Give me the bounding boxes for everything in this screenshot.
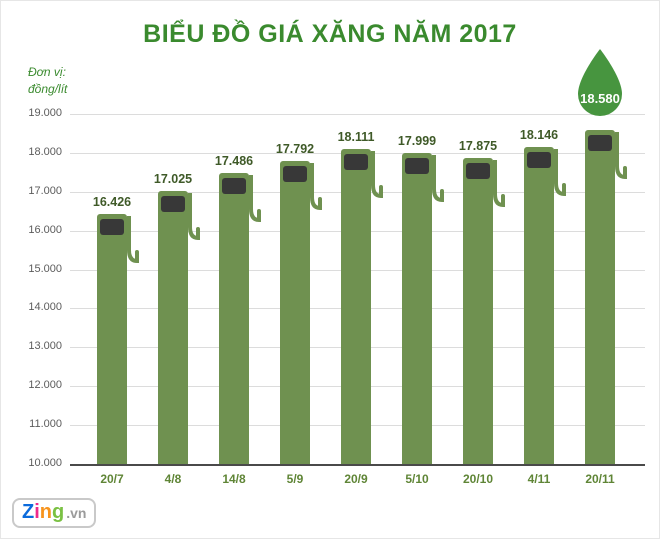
bar: [158, 190, 188, 464]
x-tick-label: 4/11: [527, 472, 551, 486]
x-tick-label: 14/8: [222, 472, 246, 486]
y-tick-label: 18.000: [28, 145, 62, 158]
y-tick-label: 19.000: [28, 107, 62, 119]
bar-value-label: 17.025: [153, 171, 193, 186]
x-tick-label: 20/11: [585, 472, 615, 486]
logo-suffix: .vn: [66, 505, 87, 521]
pump-nozzle-icon: [552, 147, 568, 201]
x-tick-label: 20/9: [344, 472, 368, 486]
pump-nozzle-icon: [613, 130, 629, 184]
bar: [402, 152, 432, 464]
logo-letter-z: Z: [22, 501, 35, 523]
zing-logo: Z i n g .vn: [12, 498, 97, 528]
x-tick-label: 4/8: [164, 472, 182, 486]
pump-screen: [344, 153, 368, 170]
pump-screen: [283, 165, 307, 182]
bar: [585, 130, 615, 464]
zing-logo-box: Z i n g .vn: [12, 498, 97, 528]
bar: [219, 172, 249, 464]
y-tick-label: 14.000: [28, 301, 62, 314]
pump-screen: [222, 177, 246, 194]
bar: [463, 157, 493, 464]
pump-screen: [161, 195, 185, 212]
logo-letter-g: g: [52, 501, 65, 523]
bar: [280, 160, 310, 464]
pump-nozzle-icon: [186, 190, 202, 245]
bar-value-label: 18.146: [519, 128, 559, 143]
pump-screen: [466, 162, 490, 179]
pump-nozzle-icon: [308, 160, 324, 215]
droplet-value-label: 18.580: [580, 91, 620, 106]
pump-nozzle-icon: [430, 152, 446, 207]
y-tick-label: 17.000: [28, 184, 62, 197]
unit-line2: đồng/lít: [28, 81, 68, 96]
chart-title: BIỂU ĐỒ GIÁ XĂNG NĂM 2017: [143, 20, 517, 48]
x-tick-label: 5/10: [405, 472, 429, 486]
logo-letter-i: i: [34, 501, 40, 523]
x-axis-line: [70, 464, 645, 466]
bar: [97, 214, 127, 464]
bar-value-label: 17.486: [214, 153, 254, 168]
y-tick-label: 13.000: [28, 340, 62, 353]
bar-value-label: 17.875: [458, 138, 498, 153]
x-tick-label: 20/7: [100, 472, 124, 486]
unit-label: Đơn vị: đồng/lít: [28, 64, 67, 98]
y-tick-label: 16.000: [28, 223, 62, 236]
pump-nozzle-icon: [125, 214, 141, 268]
pump-screen: [405, 157, 429, 174]
x-tick-label: 20/10: [462, 472, 494, 486]
bar-value-label: 16.426: [92, 195, 132, 210]
pump-screen: [527, 152, 551, 169]
y-tick-label: 10.000: [28, 457, 62, 469]
bar: [524, 147, 554, 464]
pump-nozzle-icon: [369, 148, 385, 203]
unit-line1: Đơn vị:: [28, 65, 66, 79]
pump-nozzle-icon: [247, 172, 263, 227]
y-tick-label: 15.000: [28, 262, 62, 275]
x-tick-label: 5/9: [286, 472, 304, 486]
gridline: [70, 114, 645, 115]
bar-value-label: 17.999: [397, 133, 437, 148]
pump-screen: [100, 219, 124, 236]
y-tick-label: 11.000: [29, 418, 62, 431]
droplet-callout: 18.580: [578, 49, 622, 116]
pump-nozzle-icon: [491, 157, 507, 212]
bar: [341, 148, 371, 464]
y-tick-label: 12.000: [28, 379, 62, 392]
pump-screen: [588, 135, 612, 152]
logo-letter-n: n: [39, 501, 52, 523]
bar-value-label: 18.111: [337, 129, 375, 144]
bar-value-label: 17.792: [275, 141, 315, 156]
